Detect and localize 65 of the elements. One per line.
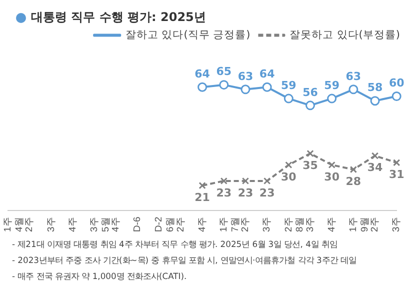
data-label: 30: [324, 170, 340, 184]
point: [263, 177, 271, 185]
point: [198, 182, 206, 190]
point: [350, 166, 357, 174]
data-label: 58: [367, 81, 383, 94]
point: [370, 96, 380, 106]
data-label: 23: [216, 186, 232, 200]
point: [348, 84, 358, 94]
point: [220, 177, 228, 185]
point: [371, 152, 379, 160]
point: [285, 161, 292, 168]
x-tick-label: 2주: [175, 216, 186, 232]
data-label: 56: [302, 86, 318, 99]
point: [393, 159, 400, 166]
point: [392, 92, 402, 102]
x-tick-label: 4주: [326, 216, 338, 232]
point: [198, 82, 208, 92]
data-label: 35: [302, 158, 318, 172]
x-tick-label: D-6: [132, 216, 144, 232]
data-label: 60: [388, 76, 405, 90]
x-tick-label: 1주 9월: [348, 216, 370, 232]
point: [240, 84, 250, 94]
x-tick-label: 4주: [67, 216, 78, 232]
chart-title: 대통령 직무 수행 평가: 2025년: [31, 9, 206, 26]
data-label: 28: [346, 174, 362, 188]
data-label: 63: [346, 70, 362, 83]
x-tick-label: 1주 7월: [218, 216, 241, 232]
x-tick-label: 3주: [46, 216, 57, 232]
data-label: 59: [281, 78, 296, 92]
data-label: 64: [194, 67, 210, 80]
point: [328, 161, 336, 168]
text: - 매주 전국 유권자 약 1,000명 전화조사(CATI).: [12, 270, 188, 283]
x-tick-label: 1주 4월: [2, 216, 26, 232]
data-label: 65: [216, 65, 232, 78]
x-tick-label: 2주: [24, 216, 36, 232]
data-label: 64: [259, 67, 276, 80]
x-tick-label: 3주: [262, 216, 273, 232]
data-label: 23: [259, 186, 275, 200]
point: [327, 94, 337, 104]
data-label: 31: [388, 168, 404, 181]
point: [219, 80, 229, 90]
x-tick-label: 2주: [370, 216, 381, 232]
legend-label: 잘하고 있다(직무 긍정률): [125, 28, 250, 41]
x-tick-label: 3주: [304, 216, 316, 232]
point: [284, 94, 294, 104]
x-tick-label: 3주 5월: [88, 216, 112, 232]
point: [306, 150, 314, 158]
x-tick-label: 4주: [110, 216, 122, 232]
text: - 2023년부터 주중 조사 기간(화~목) 중 휴무일 포함 시, 연말연시·여름휴가철 각각 3주간 데일: [12, 254, 356, 267]
data-label: 59: [324, 78, 340, 92]
x-tick-label: 4주: [196, 216, 208, 232]
x-tick-label: D-2 6월: [154, 216, 176, 232]
data-label: 34: [367, 161, 384, 174]
data-label: 63: [238, 70, 254, 83]
data-label: 23: [238, 186, 254, 200]
x-tick-label: 2주: [240, 216, 252, 232]
data-label: 21: [194, 190, 210, 204]
legend-label: 잘못하고 있다(부정률): [289, 28, 400, 41]
x-tick-label: 2주 8월: [283, 216, 306, 232]
text: - 제21대 이재명 대통령 취임 4주 차부터 직무 수행 평가. 2025년 6월 3일 당선, 4일 취임: [12, 238, 339, 251]
point: [262, 82, 272, 92]
data-label: 30: [281, 170, 297, 184]
x-tick-label: 3주: [391, 216, 402, 232]
point: [242, 177, 250, 185]
point: [305, 100, 315, 110]
